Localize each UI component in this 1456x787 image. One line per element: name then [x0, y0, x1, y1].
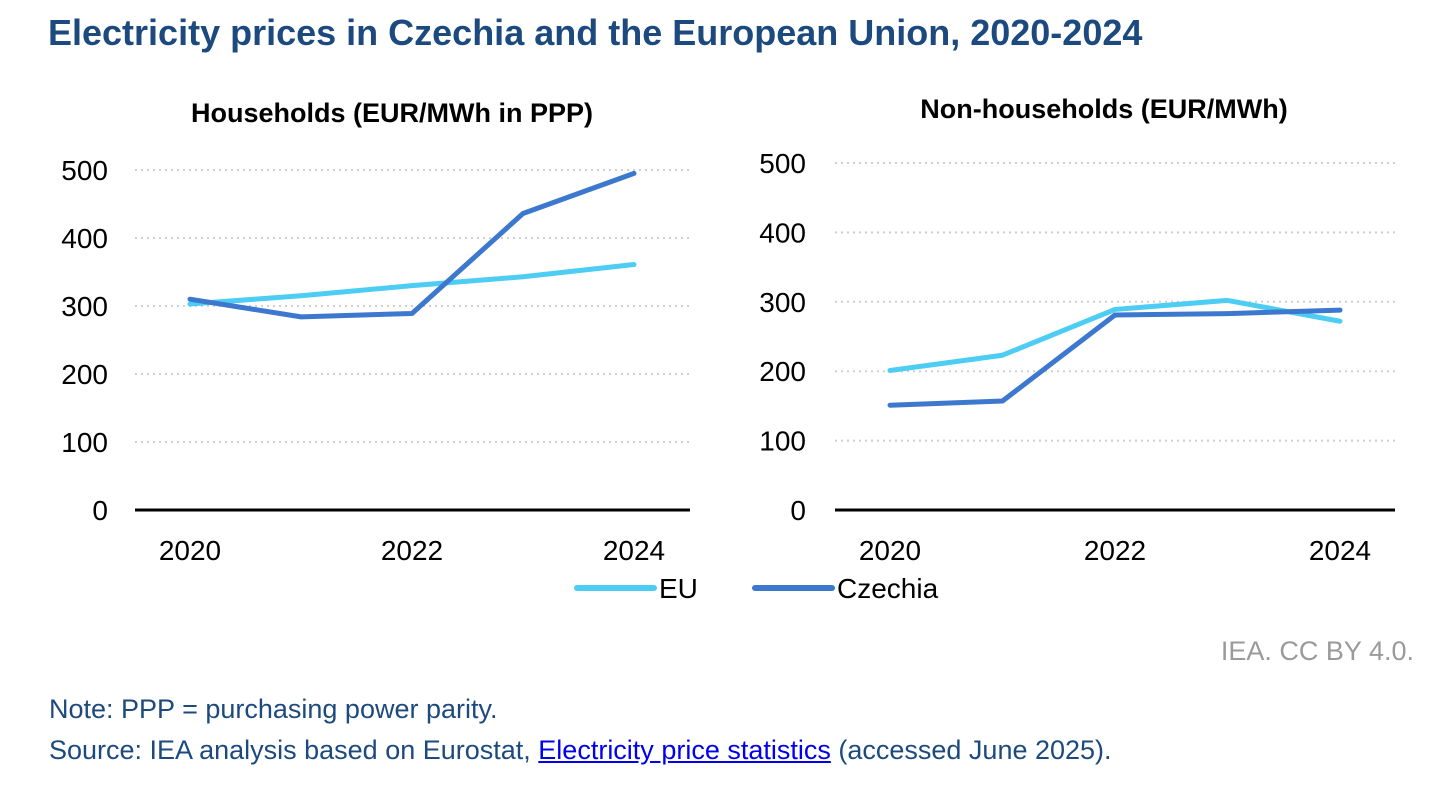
x-tick-label: 2024: [603, 535, 665, 566]
households-chart: Households (EUR/MWh in PPP) 0 100 200 300 400…: [61, 98, 690, 566]
y-tick-label: 200: [759, 356, 806, 387]
series-line-czechia: [887, 307, 1343, 408]
chart-main-title: Electricity prices in Czechia and the Eu…: [48, 12, 1143, 53]
y-tick-label: 0: [92, 495, 108, 526]
series-line-czechia: [187, 170, 637, 320]
legend: EU Czechia: [574, 573, 939, 604]
x-tick-label: 2020: [159, 535, 221, 566]
legend-label-czechia: Czechia: [837, 573, 939, 604]
y-tick-label: 300: [61, 291, 108, 322]
legend-label-eu: EU: [659, 573, 698, 604]
y-tick-label: 500: [61, 155, 108, 186]
series-line-eu: [187, 262, 637, 307]
source-text: Source: IEA analysis based on Eurostat, …: [49, 735, 1112, 766]
source-link[interactable]: Electricity price statistics: [538, 735, 831, 765]
y-tick-label: 300: [759, 287, 806, 318]
x-tick-label: 2022: [381, 535, 443, 566]
y-tick-label: 400: [759, 217, 806, 248]
note-text: Note: PPP = purchasing power parity.: [49, 694, 498, 724]
panel-title: Non-households (EUR/MWh): [920, 94, 1287, 124]
x-tick-label: 2020: [859, 535, 921, 566]
y-tick-label: 100: [759, 426, 806, 457]
source-suffix: (accessed June 2025).: [838, 735, 1112, 765]
x-tick-label: 2022: [1084, 535, 1146, 566]
y-tick-label: 400: [61, 223, 108, 254]
y-tick-label: 0: [790, 495, 806, 526]
panel-title: Households (EUR/MWh in PPP): [191, 98, 593, 128]
y-tick-label: 100: [61, 427, 108, 458]
credit-text: IEA. CC BY 4.0.: [1220, 636, 1414, 666]
source-prefix: Source: IEA analysis based on Eurostat,: [49, 735, 531, 765]
non-households-chart: Non-households (EUR/MWh) 0 100 200 300 400 500…: [759, 94, 1395, 566]
y-tick-label: 200: [61, 359, 108, 390]
x-tick-label: 2024: [1309, 535, 1371, 566]
series-line-eu: [887, 297, 1343, 374]
y-tick-label: 500: [759, 148, 806, 179]
